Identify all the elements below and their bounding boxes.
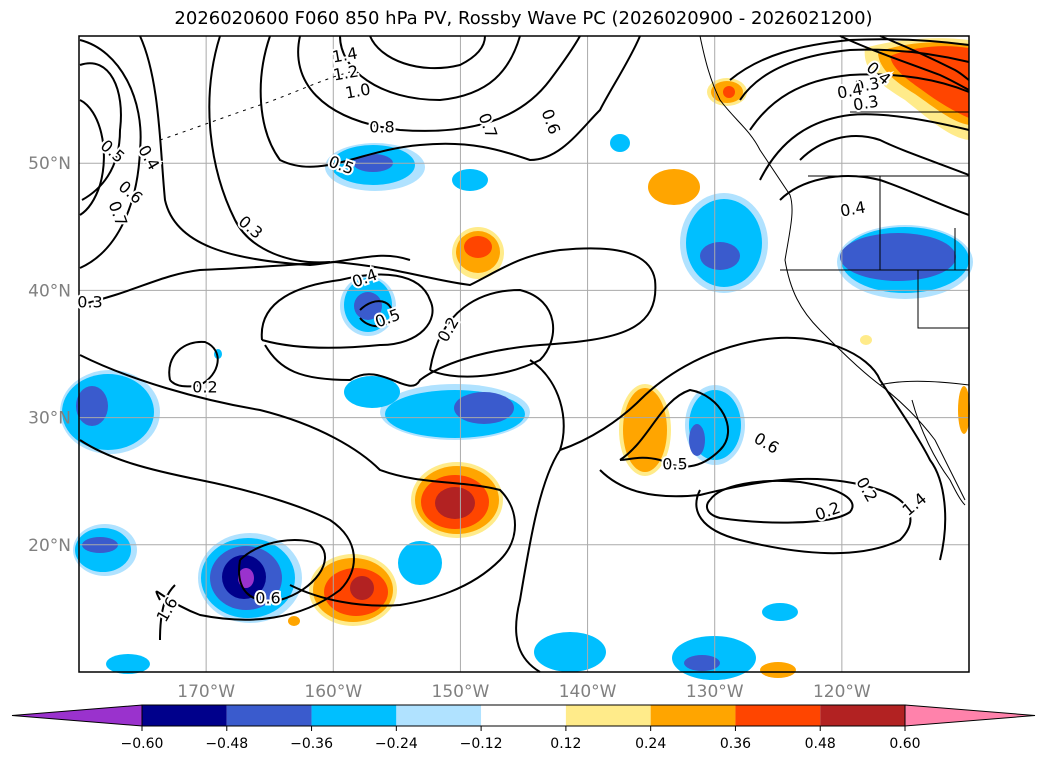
pv-anomaly-fills bbox=[60, 38, 973, 680]
contour-label: 0.3 bbox=[77, 293, 102, 312]
neg-blob-west bbox=[60, 370, 160, 454]
colorbar-segment bbox=[311, 705, 397, 726]
neg-blob-south-1 bbox=[534, 632, 606, 672]
neg-blob-gulf-of-alaska bbox=[325, 143, 425, 191]
contour-label: 0.2 bbox=[192, 378, 217, 397]
colorbar-tick-label: 0.36 bbox=[720, 736, 751, 752]
map-title: 2026020600 F060 850 hPa PV, Rossby Wave … bbox=[174, 8, 873, 29]
neg-blob-great-basin bbox=[837, 225, 973, 299]
colorbar-segment bbox=[650, 705, 736, 726]
longitude-label: 140°W bbox=[559, 682, 617, 702]
neg-blob-tiny bbox=[610, 134, 630, 152]
pos-blob-north-central bbox=[452, 227, 504, 279]
colorbar-segment bbox=[735, 705, 821, 726]
pos-blob-coast bbox=[958, 386, 970, 434]
colorbar-tick-label: −0.24 bbox=[375, 736, 418, 752]
neg-blob-hawaii-west bbox=[198, 533, 302, 623]
neg-blob-band-30n bbox=[344, 376, 530, 440]
colorbar-segment bbox=[481, 705, 566, 726]
longitude-label: 130°W bbox=[686, 682, 744, 702]
neg-blob-sw bbox=[73, 524, 150, 674]
colorbar-tick-label: −0.12 bbox=[460, 736, 503, 752]
colorbar-tick-label: 0.60 bbox=[889, 736, 920, 752]
latitude-label: 30°N bbox=[28, 409, 71, 429]
map-frame bbox=[78, 35, 970, 673]
latitude-label: 20°N bbox=[28, 536, 71, 556]
latitude-label: 40°N bbox=[28, 281, 71, 301]
coastlines bbox=[159, 35, 970, 506]
longitude-labels: 170°W 160°W 150°W 140°W 130°W 120°W bbox=[177, 682, 871, 702]
neg-blob-offshore-oregon bbox=[680, 193, 768, 293]
colorbar-segment bbox=[226, 705, 312, 726]
pos-blob-south bbox=[760, 662, 796, 678]
colorbar-segment bbox=[396, 705, 482, 726]
gridlines bbox=[79, 36, 969, 672]
neg-blob-small bbox=[452, 169, 488, 191]
pos-blob-hawaii-north bbox=[411, 462, 503, 538]
pos-blob-dot-2 bbox=[860, 335, 872, 345]
longitude-label: 170°W bbox=[177, 682, 235, 702]
pv-contours bbox=[79, 35, 970, 673]
neg-blob-south-3 bbox=[762, 603, 798, 621]
latitude-label: 50°N bbox=[28, 154, 71, 174]
contour-label: 0.5 bbox=[662, 455, 687, 474]
pos-blob-gulf bbox=[648, 169, 700, 205]
latitude-labels: 50°N 40°N 30°N 20°N bbox=[28, 154, 71, 556]
colorbar-tick-label: 0.24 bbox=[635, 736, 666, 752]
colorbar-segment bbox=[142, 705, 227, 726]
longitude-label: 120°W bbox=[813, 682, 871, 702]
colorbar-max-extension bbox=[904, 704, 1036, 727]
colorbar-tick-label: 0.12 bbox=[550, 736, 581, 752]
colorbar: −0.60 −0.48 −0.36 −0.24 −0.12 0.12 0.24 0.36 0.4… bbox=[11, 704, 1036, 752]
colorbar-tick-label: 0.48 bbox=[805, 736, 836, 752]
contour-labels: 1.41.21.00.8 0.7 0.60.5 0.40.60.7 0.30.30.40… bbox=[75, 41, 932, 627]
longitude-label: 160°W bbox=[304, 682, 362, 702]
contour-label: 0.8 bbox=[369, 118, 394, 137]
pos-blob-northeast bbox=[864, 38, 969, 140]
colorbar-tick-label: −0.36 bbox=[290, 736, 333, 752]
pos-blob-dot bbox=[288, 616, 300, 626]
colorbar-segment bbox=[820, 705, 905, 726]
colorbar-min-extension bbox=[11, 704, 143, 727]
contour-label: 0.6 bbox=[255, 589, 280, 608]
neg-blob-hawaii bbox=[398, 541, 442, 585]
colorbar-tick-label: −0.60 bbox=[121, 736, 164, 752]
colorbar-outline bbox=[141, 704, 906, 727]
colorbar-segment bbox=[565, 705, 651, 726]
contour-label: 1.2 bbox=[332, 61, 360, 84]
longitude-label: 150°W bbox=[432, 682, 490, 702]
neg-blob-south-2 bbox=[672, 636, 756, 680]
colorbar-tick-label: −0.48 bbox=[205, 736, 248, 752]
